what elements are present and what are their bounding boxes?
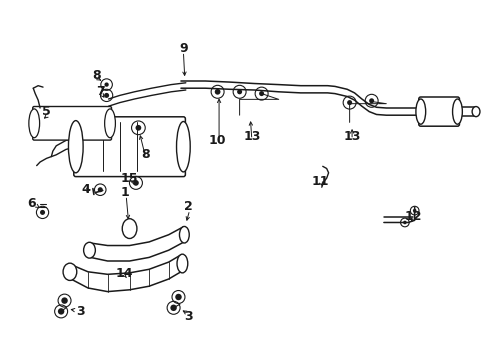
Circle shape xyxy=(61,297,68,304)
Text: 8: 8 xyxy=(92,69,101,82)
Ellipse shape xyxy=(179,226,189,243)
Circle shape xyxy=(412,209,416,212)
Text: 5: 5 xyxy=(42,105,51,118)
Circle shape xyxy=(259,91,264,96)
Ellipse shape xyxy=(122,219,137,239)
Ellipse shape xyxy=(29,109,40,138)
FancyBboxPatch shape xyxy=(418,97,459,126)
Ellipse shape xyxy=(83,242,95,258)
Text: 15: 15 xyxy=(121,172,138,185)
Ellipse shape xyxy=(63,263,77,280)
Ellipse shape xyxy=(68,121,83,173)
Circle shape xyxy=(368,98,373,103)
Text: 12: 12 xyxy=(404,210,421,222)
Circle shape xyxy=(104,93,109,98)
Text: 1: 1 xyxy=(120,186,129,199)
Text: 14: 14 xyxy=(116,267,133,280)
Ellipse shape xyxy=(176,122,190,172)
Text: 3: 3 xyxy=(76,305,85,318)
Circle shape xyxy=(98,187,102,192)
Text: 6: 6 xyxy=(27,197,36,210)
Text: 8: 8 xyxy=(141,148,150,161)
Circle shape xyxy=(237,89,242,94)
Text: 10: 10 xyxy=(208,134,226,147)
Text: 13: 13 xyxy=(243,130,260,143)
Ellipse shape xyxy=(415,99,425,124)
Ellipse shape xyxy=(177,254,187,273)
Text: 9: 9 xyxy=(179,42,187,55)
Text: 13: 13 xyxy=(343,130,360,143)
Ellipse shape xyxy=(452,99,462,124)
FancyBboxPatch shape xyxy=(74,117,185,177)
Circle shape xyxy=(214,89,220,95)
Text: 2: 2 xyxy=(183,201,192,213)
Circle shape xyxy=(346,100,351,105)
Circle shape xyxy=(40,210,45,215)
Circle shape xyxy=(402,221,406,224)
Circle shape xyxy=(170,305,177,311)
Circle shape xyxy=(58,308,64,315)
Text: 4: 4 xyxy=(81,183,90,195)
Circle shape xyxy=(104,82,108,87)
Circle shape xyxy=(133,180,139,186)
Text: 7: 7 xyxy=(96,85,104,98)
Circle shape xyxy=(175,294,182,300)
Text: 3: 3 xyxy=(183,310,192,323)
FancyBboxPatch shape xyxy=(33,107,111,140)
Ellipse shape xyxy=(104,109,115,138)
Circle shape xyxy=(135,125,141,131)
Text: 11: 11 xyxy=(311,175,328,188)
Ellipse shape xyxy=(471,107,479,117)
